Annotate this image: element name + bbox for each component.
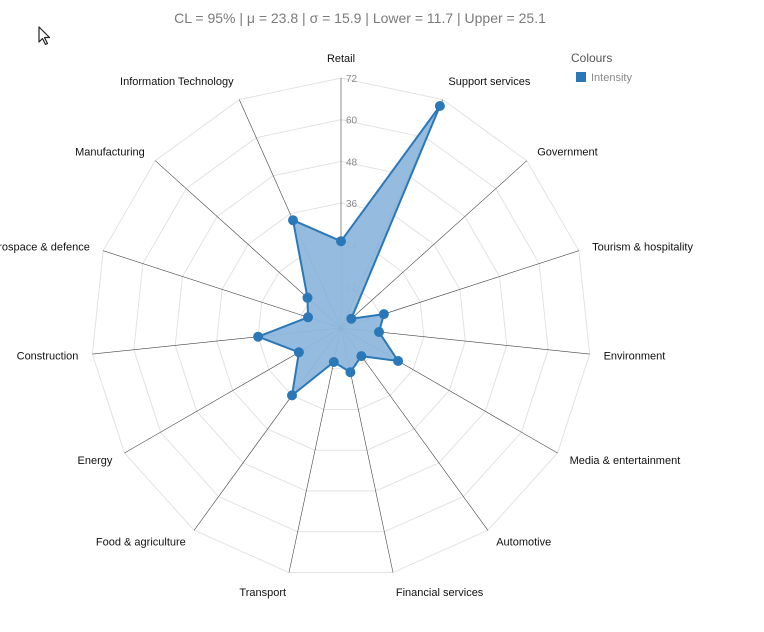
axis-label: Energy — [78, 455, 113, 467]
legend-entry-intensity[interactable]: Intensity — [591, 72, 632, 84]
axis-label: Transport — [239, 587, 286, 599]
data-point[interactable] — [287, 390, 297, 401]
spoke-line — [103, 250, 342, 329]
tick-label: 72 — [346, 74, 358, 85]
stats-summary: CL = 95% | μ = 23.8 | σ = 15.9 | Lower =… — [174, 10, 546, 26]
axis-label: Financial services — [396, 587, 484, 599]
data-point[interactable] — [336, 236, 346, 247]
axis-label: Retail — [327, 53, 355, 65]
grid-ring-1 — [299, 285, 383, 370]
grid-ring-3 — [216, 202, 466, 451]
axis-label: Tourism & hospitality — [592, 241, 693, 253]
radar-axis-labels: Retail Support services Government Tourism … — [0, 53, 693, 599]
radar-grid — [91, 77, 591, 574]
axis-label: Manufacturing — [75, 146, 145, 158]
legend-title: Colours — [571, 51, 612, 65]
axis-label: Government — [537, 146, 598, 158]
data-point[interactable] — [253, 331, 264, 342]
tick-label: 60 — [346, 116, 358, 127]
grid-ring-2 — [257, 244, 425, 411]
spoke-line — [288, 327, 342, 573]
mouse-cursor-icon — [38, 26, 52, 51]
axis-label: Environment — [604, 351, 666, 363]
data-point[interactable] — [346, 313, 357, 324]
axis-label: Media & entertainment — [570, 455, 681, 467]
tick-label: 36 — [346, 199, 358, 210]
data-point[interactable] — [374, 327, 384, 337]
grid-ring-6 — [91, 77, 591, 574]
data-point[interactable] — [345, 367, 356, 378]
axis-label: Aerospace & defence — [0, 241, 90, 253]
axis-label: Automotive — [496, 537, 551, 549]
data-point[interactable] — [288, 215, 298, 226]
data-point[interactable] — [393, 356, 404, 366]
data-point[interactable] — [378, 309, 389, 320]
axis-label: Food & agriculture — [96, 537, 186, 549]
data-point[interactable] — [328, 357, 339, 367]
data-point[interactable] — [356, 351, 367, 362]
grid-ring-4 — [174, 160, 508, 492]
legend: Colours Intensity — [571, 51, 632, 84]
grid-ring-5 — [133, 119, 549, 533]
series-area-intensity — [257, 105, 441, 397]
axis-label: Information Technology — [120, 76, 234, 88]
spoke-line — [340, 327, 489, 531]
legend-swatch[interactable] — [576, 72, 586, 82]
axis-label: Support services — [448, 76, 530, 88]
data-point[interactable] — [293, 347, 304, 358]
data-point[interactable] — [303, 312, 313, 323]
data-point[interactable] — [302, 292, 313, 303]
axis-label: Construction — [17, 351, 79, 363]
spoke-line — [340, 160, 528, 329]
data-point[interactable] — [434, 101, 445, 111]
radar-series — [253, 101, 445, 401]
tick-label: 48 — [346, 157, 358, 168]
